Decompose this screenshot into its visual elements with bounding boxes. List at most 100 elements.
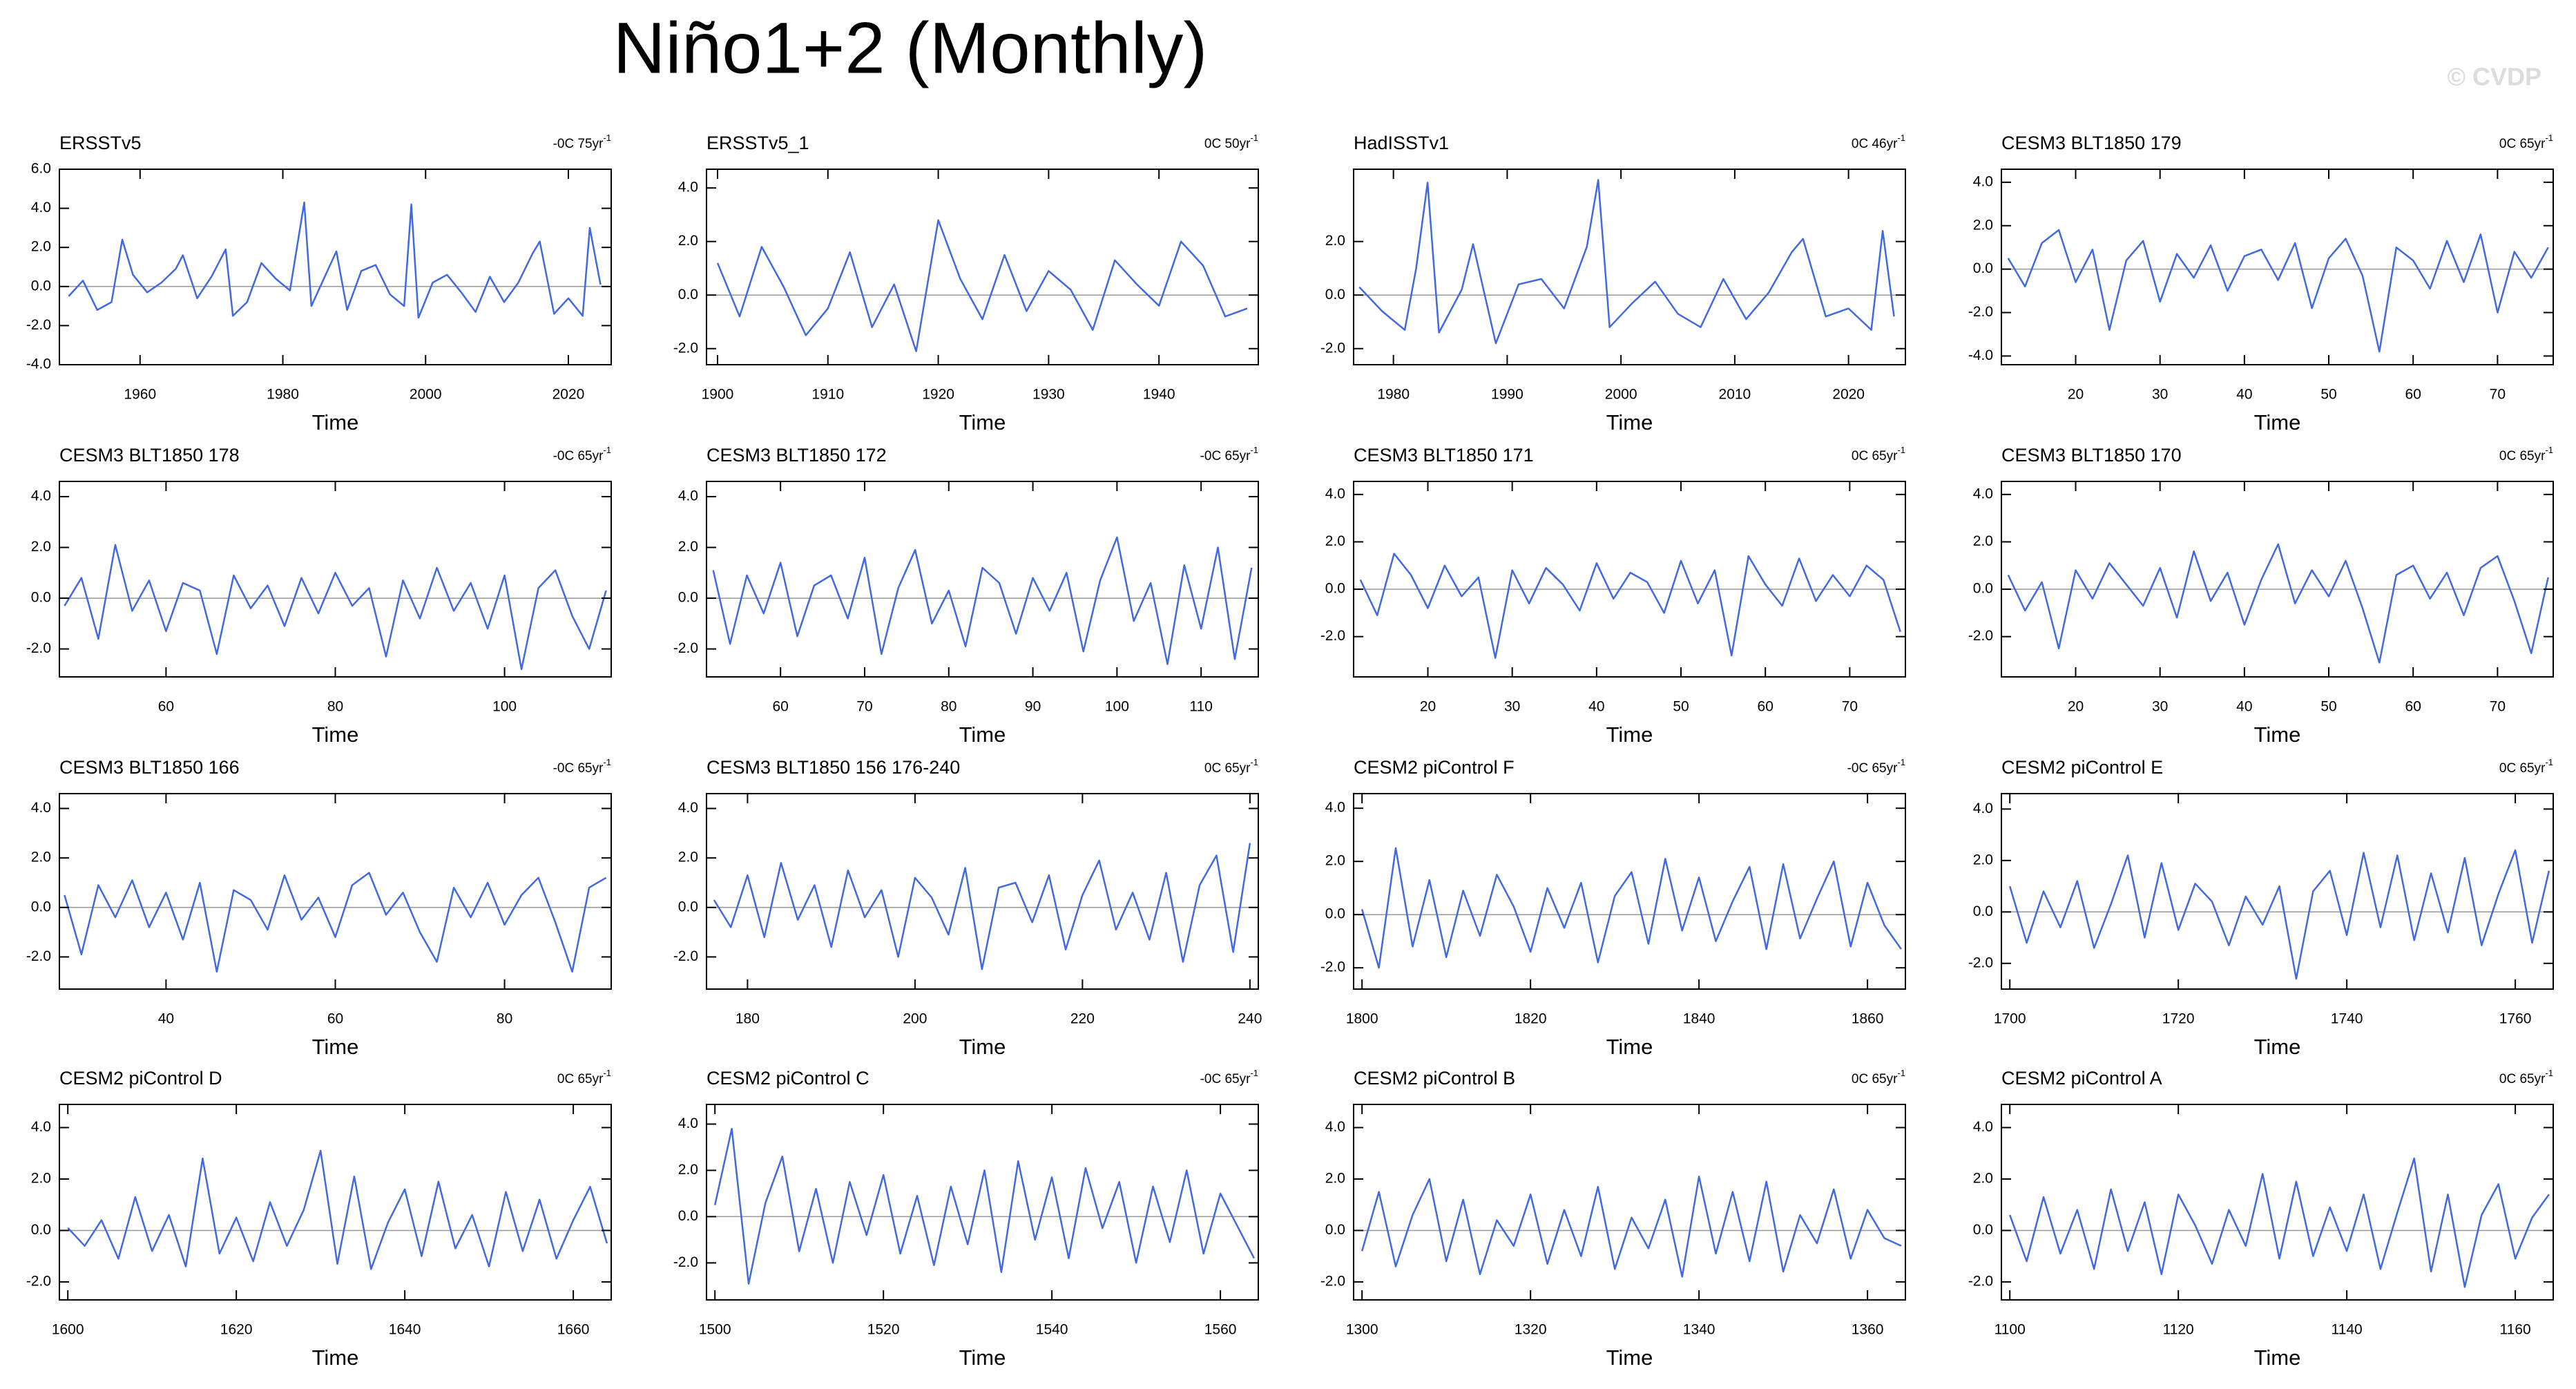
- x-tick-label: 1340: [1683, 1322, 1715, 1338]
- plot-frame: [1353, 169, 1906, 365]
- x-tick-label: 70: [1842, 699, 1858, 715]
- panel-title: CESM2 piControl B: [1354, 1068, 1515, 1089]
- trend-exponent: -1: [1250, 133, 1258, 143]
- y-tick-label: 4.0: [1973, 1119, 1993, 1135]
- data-line: [1359, 553, 1901, 659]
- x-axis-label: Time: [959, 410, 1006, 434]
- x-tick-label: 1720: [2162, 1011, 2195, 1027]
- y-tick-label: 0.0: [678, 1208, 698, 1224]
- x-tick-label: 1760: [2499, 1011, 2532, 1027]
- x-tick-label: 40: [2236, 387, 2252, 403]
- x-tick-label: 1160: [2500, 1322, 2531, 1338]
- trend-label: -0C 75yr-1: [553, 133, 611, 151]
- trend-exponent: -1: [1897, 445, 1905, 455]
- x-tick-label: 1660: [557, 1322, 590, 1338]
- y-tick-label: 0.0: [31, 1222, 51, 1238]
- x-tick-label: 2020: [552, 387, 585, 403]
- x-tick-label: 1980: [1377, 387, 1410, 403]
- y-tick-label: 2.0: [31, 539, 51, 555]
- panel-title: ERSSTv5: [59, 133, 142, 153]
- x-tick-label: 1500: [699, 1322, 731, 1338]
- trend-label: 0C 46yr-1: [1852, 133, 1905, 151]
- plot-frame: [2001, 169, 2554, 365]
- x-tick-label: 60: [1758, 699, 1774, 715]
- trend-label: 0C 65yr-1: [2499, 133, 2553, 151]
- x-tick-label: 70: [856, 699, 872, 715]
- x-tick-label: 1360: [1852, 1322, 1884, 1338]
- panel-title: CESM3 BLT1850 170: [2001, 445, 2182, 466]
- trend-label: -0C 65yr-1: [1200, 1068, 1258, 1086]
- trend-exponent: -1: [603, 133, 611, 143]
- x-tick-label: 1540: [1036, 1322, 1068, 1338]
- y-tick-label: 2.0: [678, 539, 698, 555]
- x-tick-label: 20: [2068, 699, 2084, 715]
- y-tick-label: -2.0: [1968, 304, 1993, 320]
- x-tick-label: 50: [1673, 699, 1689, 715]
- x-tick-label: 1120: [2163, 1322, 2194, 1338]
- y-tick-label: 2.0: [31, 1171, 51, 1187]
- data-line: [712, 536, 1253, 665]
- data-line: [713, 843, 1251, 970]
- panel-title: CESM2 piControl F: [1354, 757, 1515, 778]
- data-line: [1361, 847, 1902, 969]
- y-tick-label: 4.0: [1325, 1119, 1345, 1135]
- y-tick-label: 0.0: [1973, 903, 1993, 919]
- x-tick-label: 80: [941, 699, 957, 715]
- x-tick-label: 20: [2068, 387, 2084, 403]
- y-tick-label: -2.0: [26, 948, 51, 964]
- trend-exponent: -1: [2545, 133, 2553, 143]
- y-tick-label: 4.0: [678, 1115, 698, 1131]
- credit: © CVDP: [2447, 63, 2541, 91]
- y-tick-label: -4.0: [26, 356, 51, 372]
- x-tick-label: 1990: [1491, 387, 1524, 403]
- trend-text: -0C 65yr: [553, 449, 604, 463]
- y-tick-label: 2.0: [678, 1162, 698, 1178]
- plot-frame: [2001, 793, 2554, 990]
- x-axis-label: Time: [2254, 1345, 2301, 1370]
- panel-title: CESM3 BLT1850 178: [59, 445, 240, 466]
- plot-frame: [2001, 1104, 2554, 1301]
- data-line: [2009, 849, 2550, 980]
- trend-exponent: -1: [603, 445, 611, 455]
- y-tick-label: 0.0: [31, 590, 51, 606]
- x-tick-label: 1840: [1683, 1011, 1715, 1027]
- y-tick-label: 2.0: [1325, 1171, 1345, 1187]
- x-tick-label: 1820: [1515, 1011, 1547, 1027]
- data-line: [713, 1127, 1256, 1285]
- page-title: Niño1+2 (Monthly): [613, 8, 1208, 89]
- data-line: [1361, 1176, 1902, 1278]
- x-tick-label: 1860: [1852, 1011, 1884, 1027]
- x-tick-label: 70: [2490, 699, 2506, 715]
- trend-label: -0C 65yr-1: [1200, 445, 1258, 463]
- panel-title: CESM3 BLT1850 179: [2001, 133, 2182, 153]
- trend-exponent: -1: [1897, 133, 1905, 143]
- y-tick-label: 0.0: [31, 278, 51, 294]
- x-tick-label: 200: [903, 1011, 927, 1027]
- x-axis-label: Time: [312, 1345, 359, 1370]
- x-axis-label: Time: [312, 1035, 359, 1059]
- y-tick-label: 0.0: [678, 287, 698, 303]
- data-line: [2007, 543, 2549, 664]
- data-line: [2007, 229, 2549, 353]
- panel-title: CESM2 piControl E: [2001, 757, 2163, 778]
- x-tick-label: 2000: [410, 387, 442, 403]
- y-tick-label: -2.0: [673, 640, 698, 656]
- x-tick-label: 60: [158, 699, 174, 715]
- x-tick-label: 30: [2152, 387, 2168, 403]
- x-tick-label: 1960: [124, 387, 156, 403]
- y-tick-label: -2.0: [26, 640, 51, 656]
- x-tick-label: 1320: [1515, 1322, 1547, 1338]
- panel-title: CESM2 piControl A: [2001, 1068, 2162, 1089]
- data-line: [2009, 1157, 2550, 1288]
- trend-label: 0C 65yr-1: [2499, 445, 2553, 463]
- x-axis-label: Time: [1606, 1035, 1653, 1059]
- trend-text: -0C 65yr: [1200, 1072, 1251, 1086]
- y-tick-label: 0.0: [1973, 260, 1993, 276]
- x-tick-label: 220: [1070, 1011, 1095, 1027]
- y-tick-label: -2.0: [1968, 1273, 1993, 1289]
- y-tick-label: 2.0: [1973, 1171, 1993, 1187]
- trend-text: 0C 65yr: [1852, 449, 1898, 463]
- x-axis-label: Time: [1606, 722, 1653, 747]
- trend-label: 0C 65yr-1: [2499, 757, 2553, 776]
